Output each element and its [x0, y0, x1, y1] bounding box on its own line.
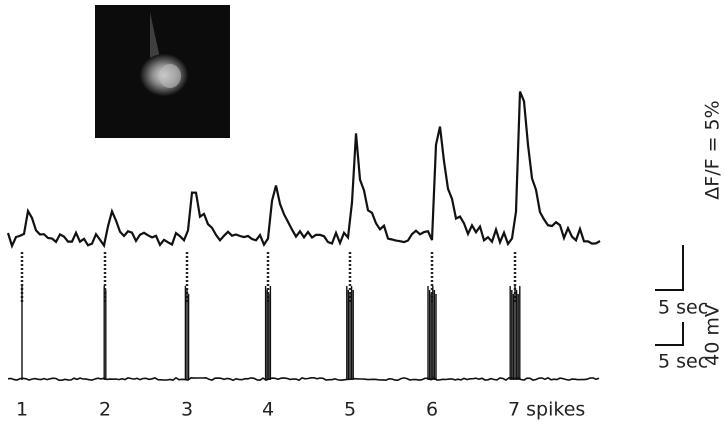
- fluorescence-trace: [6, 91, 601, 250]
- scale-bar-fluorescence: 5 sec ΔF/F = 5%: [655, 100, 724, 319]
- spike-label: 5: [344, 399, 356, 421]
- scale-amplitude-label: 40 mV: [702, 304, 724, 366]
- spike-label: 1: [16, 399, 28, 421]
- scale-bar-voltage: 5 sec 40 mV: [655, 304, 724, 373]
- spike-label: 3: [181, 399, 193, 421]
- spike-label: 2: [99, 399, 111, 421]
- spike-label: 6: [426, 399, 438, 421]
- scale-amplitude-label: ΔF/F = 5%: [702, 100, 724, 199]
- spike-label: 7 spikes: [508, 399, 585, 421]
- spike-labels: 1 2 3 4 5 6 7 spikes: [16, 399, 585, 421]
- scale-time-label: 5 sec: [658, 297, 708, 319]
- traces: [6, 91, 601, 382]
- cell-image: [95, 5, 230, 138]
- scale-time-label: 5 sec: [658, 351, 708, 373]
- spike-label: 4: [262, 399, 274, 421]
